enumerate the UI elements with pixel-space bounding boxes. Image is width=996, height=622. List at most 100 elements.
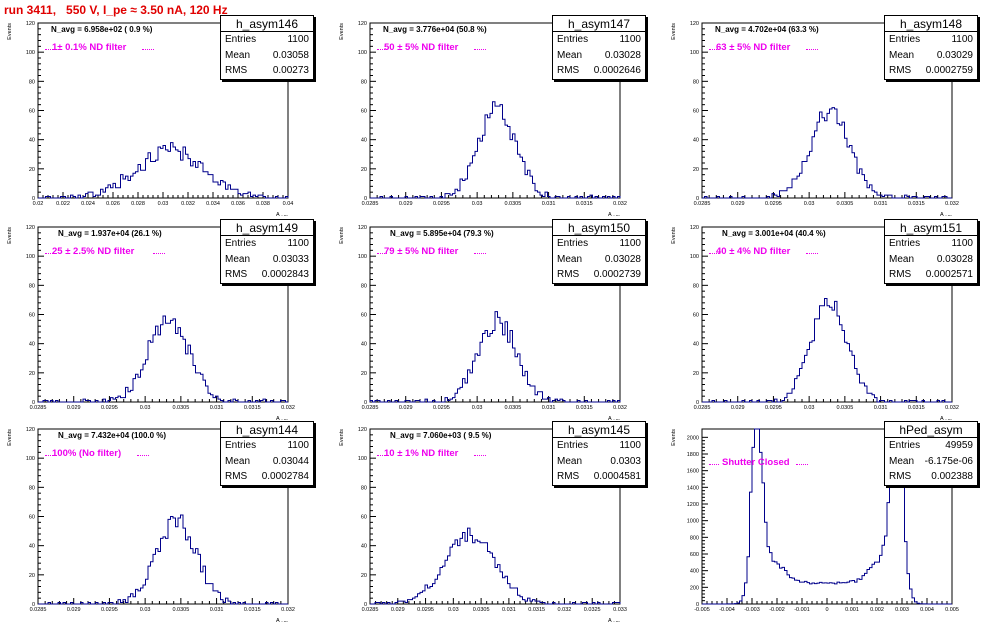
stats-rms-value: 0.0002571 [925,269,973,280]
y-tick-label: 120 [358,225,367,231]
stats-rms-value: 0.0002739 [593,269,641,280]
histogram-panel-hPed_asym: 0 200 400 600 800 1000 1200 1400 1600 1800 2000 -0.… [664,421,996,622]
stats-rms-value: 0.002388 [931,471,973,482]
filter-dotted-line [806,49,819,50]
y-tick-label: 100 [690,50,699,56]
x-tick-label: 0 [825,607,828,613]
x-tick-label: 0.0285 [30,405,47,411]
stats-entries-label: Entries [225,238,257,249]
y-tick-label: 100 [358,254,367,260]
y-tick-label: 100 [26,50,35,56]
filter-label: 63 ± 5% ND filter [716,42,791,53]
stats-mean-value: 0.03028 [604,49,641,61]
filter-label: 100% (No filter) [52,448,122,459]
navg-label: N_avg = 3.001e+04 (40.4 %) [722,229,826,238]
stats-entries-label: Entries [557,238,589,249]
y-tick-label: 400 [690,569,699,575]
stats-mean-label: Mean [889,49,915,61]
y-tick-label: 120 [26,21,35,27]
stats-entries-value: 1100 [287,238,309,249]
navg-label: N_avg = 1.937e+04 (26.1 %) [58,229,162,238]
y-tick-label: 60 [29,515,35,521]
stats-hist-name: h_asym145 [553,422,645,438]
histogram-panel-h_asym149: 0 20 40 60 80 100 120 0.0285 0.029 0.0295 0.03 0.03… [0,219,332,420]
stats-rms: RMS 0.0002784 [221,469,313,485]
navg-label: N_avg = 5.895e+04 (79.3 %) [390,229,494,238]
filter-dotted-line [152,253,165,254]
filter-dotted-line [377,49,387,50]
x-tick-label: 0.032 [613,405,627,411]
x-tick-label: 0.03 [804,405,815,411]
stats-mean: Mean -6.175e-06 [885,454,977,470]
x-tick-label: 0.0325 [584,607,601,613]
filter-dotted-line [45,49,55,50]
stats-mean: Mean 0.03029 [885,48,977,64]
y-tick-label: 80 [361,485,367,491]
x-axis-label: A uJD [940,212,952,216]
histogram-plot: 0 20 40 60 80 100 120 0.0285 0.029 0.0295 0.03 0.03… [339,21,627,216]
y-tick-label: 80 [29,283,35,289]
x-tick-label: 0.0315 [576,405,593,411]
stats-box: hPed_asym Entries 49959 Mean -6.175e-06 RMS 0.… [884,421,978,486]
histogram-line [38,315,288,403]
y-tick-label: 0 [696,400,699,406]
y-tick-label: 120 [26,427,35,433]
x-tick-label: -0.001 [794,607,810,613]
y-tick-label: 120 [690,225,699,231]
x-axis-label: A uJD [276,618,288,622]
stats-rms-value: 0.0002759 [925,65,973,76]
x-tick-label: 0.0285 [30,607,47,613]
stats-mean: Mean 0.03033 [221,252,313,268]
navg-label: N_avg = 6.958e+02 ( 0.9 %) [51,25,153,34]
stats-hist-name: hPed_asym [885,422,977,438]
x-tick-label: 0.029 [731,201,745,207]
x-tick-label: 0.032 [945,405,959,411]
stats-entries-label: Entries [889,34,921,45]
y-tick-label: 0 [696,196,699,202]
histogram-line [370,101,621,199]
x-tick-label: 0.03 [448,607,459,613]
histogram-plot: 0 20 40 60 80 100 120 0.0285 0.029 0.0295 0.03 0.03… [671,225,959,420]
y-tick-label: 100 [26,456,35,462]
x-tick-label: 0.0305 [836,201,853,207]
histogram-plot: 0 200 400 600 800 1000 1200 1400 1600 1800 2000 -0.… [671,428,959,613]
stats-rms-label: RMS [557,471,580,482]
filter-dotted-line [709,49,719,50]
x-tick-label: 0.005 [945,607,959,613]
x-tick-label: 0.028 [131,201,145,207]
x-tick-label: 0.001 [845,607,859,613]
x-tick-label: -0.003 [744,607,760,613]
stats-rms-label: RMS [225,65,248,76]
stats-mean: Mean 0.03028 [885,252,977,268]
filter-label: 25 ± 2.5% ND filter [52,246,135,257]
stats-mean-label: Mean [557,49,583,61]
y-tick-label: 60 [361,109,367,115]
x-tick-label: 0.029 [731,405,745,411]
y-tick-label: 1600 [687,469,699,475]
stats-mean-value: 0.03058 [272,49,309,61]
stats-entries: Entries 1100 [553,32,645,48]
x-tick-label: 0.0285 [694,405,711,411]
stats-mean-label: Mean [225,49,251,61]
stats-entries-value: 1100 [951,34,973,45]
stats-entries-value: 1100 [619,34,641,45]
filter-label: Shutter Closed [722,457,790,468]
x-tick-label: 0.03 [158,201,169,207]
stats-entries: Entries 1100 [221,438,313,454]
x-axis-label: A uJD [608,212,620,216]
stats-mean: Mean 0.03028 [553,48,645,64]
filter-dotted-line [377,253,387,254]
stats-rms-label: RMS [889,269,912,280]
x-tick-label: -0.002 [769,607,785,613]
y-tick-label: 60 [693,313,699,319]
filter-label: 10 ± 1% ND filter [384,448,459,459]
histogram-panel-h_asym151: 0 20 40 60 80 100 120 0.0285 0.029 0.0295 0.03 0.03… [664,219,996,420]
stats-entries: Entries 1100 [221,32,313,48]
stats-entries-label: Entries [557,34,589,45]
stats-mean-label: Mean [557,253,583,265]
y-tick-label: 100 [358,456,367,462]
filter-dotted-line [136,455,149,456]
navg-label: N_avg = 4.702e+04 (63.3 %) [715,25,819,34]
stats-rms: RMS 0.0002646 [553,63,645,79]
stats-mean: Mean 0.03058 [221,48,313,64]
